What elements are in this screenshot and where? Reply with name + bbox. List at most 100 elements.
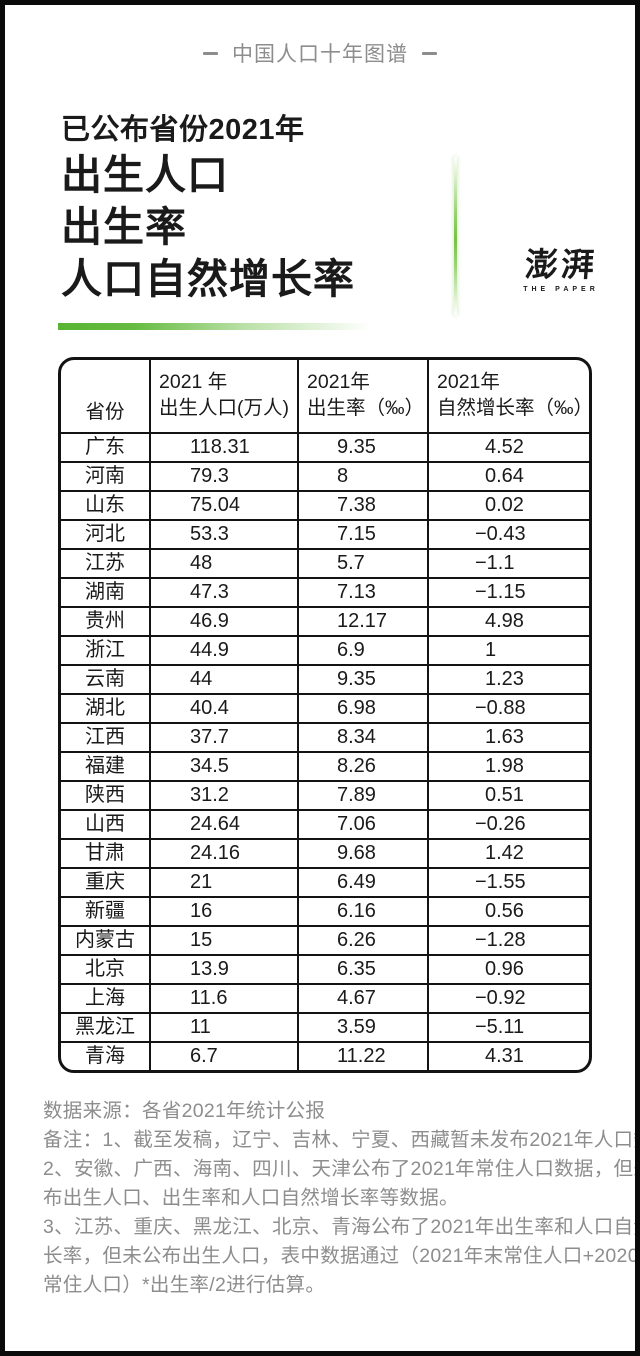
growth-rate-cell: 0.64	[427, 461, 589, 490]
birth-rate-cell: 4.67	[297, 983, 427, 1012]
data-source-note: 数据来源：各省2021年统计公报	[43, 1100, 326, 1122]
province-cell: 湖南	[61, 577, 149, 606]
province-cell: 青海	[61, 1041, 149, 1070]
birth-population-cell: 48	[149, 548, 297, 577]
province-cell: 北京	[61, 954, 149, 983]
province-cell: 内蒙古	[61, 925, 149, 954]
birth-rate-cell: 12.17	[297, 606, 427, 635]
birth-rate-cell: 7.89	[297, 780, 427, 809]
province-cell: 陕西	[61, 780, 149, 809]
growth-rate-cell: 4.98	[427, 606, 589, 635]
note-line-3: 布出生人口、出生率和人口自然增长率等数据。	[43, 1187, 459, 1209]
growth-rate-cell: 0.96	[427, 954, 589, 983]
dash-left-icon	[203, 51, 218, 55]
birth-rate-cell: 6.26	[297, 925, 427, 954]
growth-rate-cell: 4.31	[427, 1041, 589, 1070]
birth-population-cell: 34.5	[149, 751, 297, 780]
growth-rate-cell: 1.42	[427, 838, 589, 867]
birth-population-cell: 13.9	[149, 954, 297, 983]
title-line-1: 出生人口	[61, 152, 229, 198]
birth-rate-cell: 9.35	[297, 664, 427, 693]
birth-rate-cell: 8.26	[297, 751, 427, 780]
note-line-5: 长率，但未公布出生人口，表中数据通过（2021年末常住人口+2020年末	[43, 1245, 640, 1267]
growth-rate-cell: −1.28	[427, 925, 589, 954]
birth-rate-cell: 6.9	[297, 635, 427, 664]
birth-population-cell: 53.3	[149, 519, 297, 548]
province-cell: 湖北	[61, 693, 149, 722]
birth-population-cell: 15	[149, 925, 297, 954]
province-cell: 贵州	[61, 606, 149, 635]
province-cell: 重庆	[61, 867, 149, 896]
col-header-birth-population: 2021 年 出生人口(万人)	[149, 360, 297, 432]
province-cell: 河北	[61, 519, 149, 548]
growth-rate-cell: 0.51	[427, 780, 589, 809]
col-header-province: 省份	[85, 401, 125, 423]
col-header-birth-rate-line1: 2021年	[307, 371, 370, 393]
growth-rate-cell: 4.52	[427, 432, 589, 461]
birth-rate-cell: 8	[297, 461, 427, 490]
growth-rate-cell: 1	[427, 635, 589, 664]
province-cell: 广东	[61, 432, 149, 461]
note-line-2: 2、安徽、广西、海南、四川、天津公布了2021年常住人口数据，但未公	[43, 1158, 640, 1180]
growth-rate-cell: −0.43	[427, 519, 589, 548]
growth-rate-cell: −5.11	[427, 1012, 589, 1041]
growth-rate-cell: −1.1	[427, 548, 589, 577]
birth-rate-cell: 9.68	[297, 838, 427, 867]
col-header-birth-rate: 2021年 出生率（‰）	[297, 360, 427, 432]
publisher-logo: 澎湃 THE PAPER	[513, 245, 609, 293]
birth-population-cell: 37.7	[149, 722, 297, 751]
province-cell: 山西	[61, 809, 149, 838]
col-header-growth-rate-line2: 自然增长率（‰）	[437, 397, 592, 419]
birth-rate-cell: 7.06	[297, 809, 427, 838]
birth-population-cell: 46.9	[149, 606, 297, 635]
province-cell: 黑龙江	[61, 1012, 149, 1041]
birth-rate-cell: 8.34	[297, 722, 427, 751]
province-cell: 上海	[61, 983, 149, 1012]
birth-rate-cell: 5.7	[297, 548, 427, 577]
note-line-4: 3、江苏、重庆、黑龙江、北京、青海公布了2021年出生率和人口自然增	[43, 1216, 640, 1238]
birth-population-cell: 75.04	[149, 490, 297, 519]
birth-population-cell: 79.3	[149, 461, 297, 490]
birth-rate-cell: 7.13	[297, 577, 427, 606]
col-header-birth-population-line2: 出生人口(万人)	[159, 397, 289, 419]
series-tagline: 中国人口十年图谱	[5, 38, 635, 68]
province-cell: 浙江	[61, 635, 149, 664]
growth-rate-cell: −0.92	[427, 983, 589, 1012]
birth-rate-cell: 6.98	[297, 693, 427, 722]
birth-population-cell: 118.31	[149, 432, 297, 461]
birth-population-cell: 6.7	[149, 1041, 297, 1070]
province-cell: 福建	[61, 751, 149, 780]
growth-rate-cell: −1.55	[427, 867, 589, 896]
footnotes: 数据来源：各省2021年统计公报 备注：1、截至发稿，辽宁、吉林、宁夏、西藏暂未…	[43, 1097, 640, 1300]
title-kicker: 已公布省份2021年	[61, 114, 305, 146]
birth-population-cell: 44	[149, 664, 297, 693]
birth-population-cell: 16	[149, 896, 297, 925]
col-header-birth-population-line1: 2021 年	[159, 371, 228, 393]
publisher-logo-cn: 澎湃	[523, 245, 599, 284]
note-line-1: 备注：1、截至发稿，辽宁、吉林、宁夏、西藏暂未发布2021年人口数据。	[43, 1129, 640, 1151]
col-header-growth-rate: 2021年 自然增长率（‰）	[427, 360, 589, 432]
data-table: 省份 2021 年 出生人口(万人) 2021年 出生率（‰） 2021年 自然…	[58, 357, 592, 1073]
birth-rate-cell: 6.49	[297, 867, 427, 896]
birth-rate-cell: 11.22	[297, 1041, 427, 1070]
growth-rate-cell: −0.88	[427, 693, 589, 722]
birth-rate-cell: 3.59	[297, 1012, 427, 1041]
birth-population-cell: 11.6	[149, 983, 297, 1012]
growth-rate-cell: 0.56	[427, 896, 589, 925]
province-cell: 新疆	[61, 896, 149, 925]
dash-right-icon	[422, 51, 437, 55]
title-line-2: 出生率	[61, 204, 187, 250]
birth-rate-cell: 7.15	[297, 519, 427, 548]
birth-rate-cell: 7.38	[297, 490, 427, 519]
green-vertical-accent	[454, 157, 457, 315]
province-cell: 江苏	[61, 548, 149, 577]
province-cell: 甘肃	[61, 838, 149, 867]
birth-population-cell: 24.16	[149, 838, 297, 867]
col-header-birth-rate-line2: 出生率（‰）	[307, 397, 425, 419]
green-divider-bar	[58, 323, 398, 330]
birth-population-cell: 47.3	[149, 577, 297, 606]
birth-population-cell: 24.64	[149, 809, 297, 838]
birth-rate-cell: 6.16	[297, 896, 427, 925]
title-line-3: 人口自然增长率	[61, 256, 355, 302]
